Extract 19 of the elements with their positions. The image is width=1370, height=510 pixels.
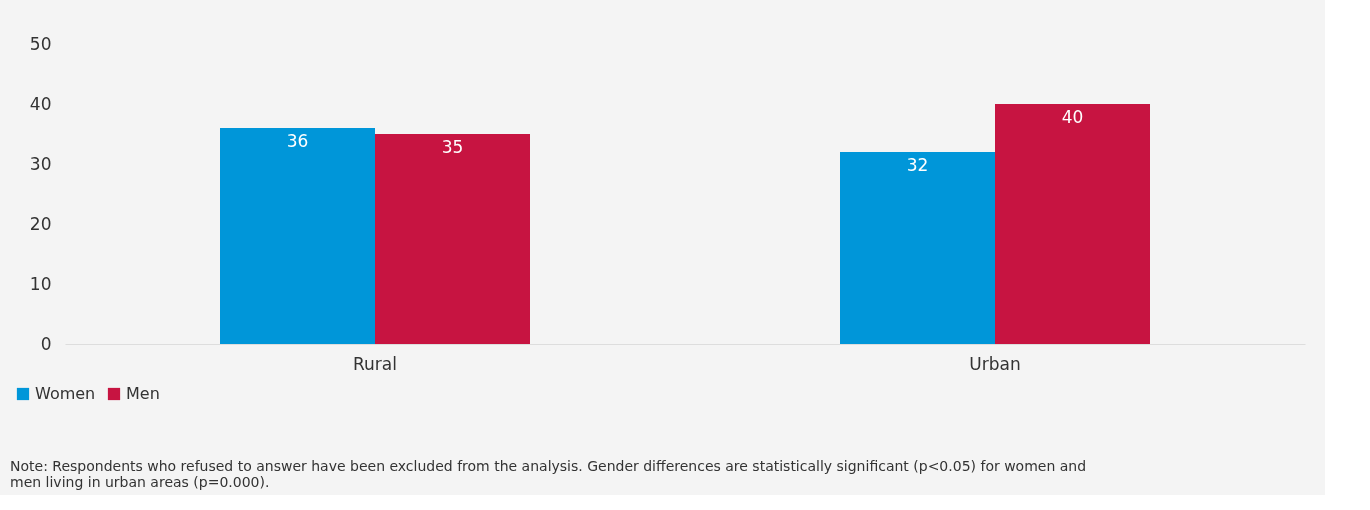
data-label: 40 — [1061, 107, 1084, 127]
legend-label: Men — [126, 384, 160, 403]
bar — [995, 104, 1150, 344]
bar — [840, 152, 995, 344]
y-tick-label: 10 — [29, 273, 52, 294]
y-tick-label: 0 — [40, 333, 52, 354]
x-tick-label: Rural — [353, 353, 397, 374]
data-label: 35 — [441, 137, 464, 157]
data-label: 36 — [286, 131, 309, 151]
bar — [220, 128, 375, 344]
text: Note: Respondents who refused to answer have been excluded from the analysis. Gender differences are statistically significant (p<0.05) for women and men living in urban areas (p=0.000). — [10, 458, 1087, 490]
y-tick-label: 20 — [29, 213, 52, 234]
legend-label: Women — [35, 384, 96, 403]
x-tick-label: Urban — [969, 353, 1021, 374]
data-label: 32 — [906, 155, 929, 175]
y-tick-label: 40 — [29, 93, 52, 114]
y-tick-label: 30 — [29, 153, 52, 174]
bar — [375, 134, 530, 344]
y-tick-label: 50 — [29, 33, 52, 54]
